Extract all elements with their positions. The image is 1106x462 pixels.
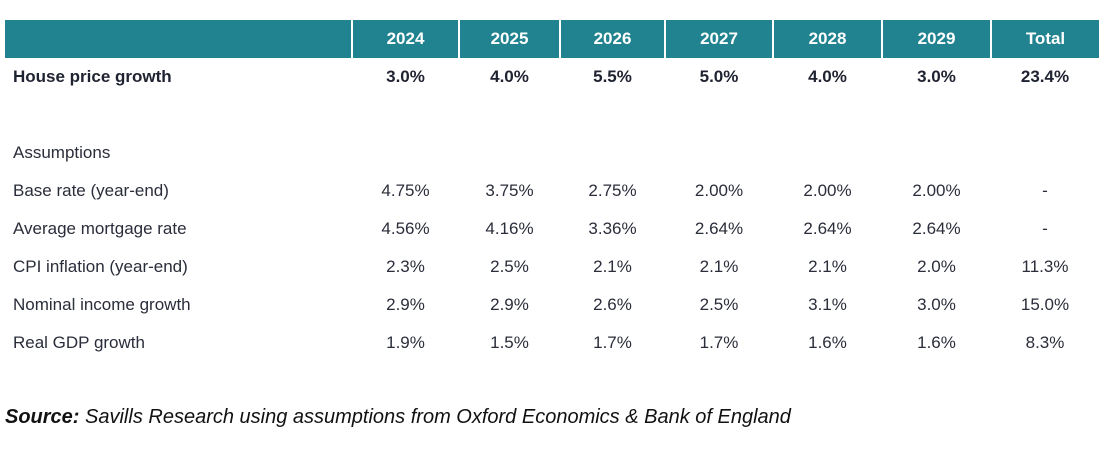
table-cell-total: -	[1042, 219, 1048, 238]
table-row: Real GDP growth 1.9% 1.5% 1.7% 1.7% 1.6%…	[5, 324, 1099, 362]
table-cell: 3.75%	[485, 181, 534, 200]
table-cell: 2.64%	[912, 219, 961, 238]
column-header-2029: 2029	[882, 20, 992, 58]
spacer-row	[5, 96, 1099, 134]
headline-row: House price growth 3.0% 4.0% 5.5% 5.0% 4…	[5, 58, 1099, 96]
source-note: Source: Savills Research using assumptio…	[5, 406, 791, 429]
table-cell: 2.9%	[386, 295, 425, 314]
column-header-2024: 2024	[352, 20, 460, 58]
table-cell: 4.56%	[381, 219, 430, 238]
table-cell: 2.1%	[808, 257, 847, 276]
section-label: Assumptions	[13, 143, 111, 162]
table-row: Average mortgage rate 4.56% 4.16% 3.36% …	[5, 210, 1099, 248]
table-cell: 3.1%	[808, 295, 847, 314]
section-empty-cell	[352, 134, 1099, 172]
column-header-label	[5, 20, 353, 58]
row-label: Nominal income growth	[13, 295, 191, 314]
row-label: Real GDP growth	[13, 333, 145, 352]
forecast-table: 2024 2025 2026 2027 2028 2029 Total Hous…	[5, 20, 1099, 362]
table-cell-total: 11.3%	[1021, 257, 1069, 276]
source-lead: Source:	[5, 406, 80, 428]
table-cell: 2.75%	[588, 181, 637, 200]
table-cell: 4.75%	[381, 181, 430, 200]
table-cell-total: 8.3%	[1025, 333, 1065, 352]
column-header-2026: 2026	[560, 20, 666, 58]
table-header-row: 2024 2025 2026 2027 2028 2029 Total	[5, 20, 1099, 58]
row-label: House price growth	[13, 67, 172, 86]
table-cell: 3.0%	[917, 67, 956, 86]
table-row: Base rate (year-end) 4.75% 3.75% 2.75% 2…	[5, 172, 1099, 210]
section-label-row: Assumptions	[5, 134, 1099, 172]
row-label: Base rate (year-end)	[13, 181, 169, 200]
table-cell: 2.6%	[593, 295, 632, 314]
table-cell: 3.0%	[386, 67, 425, 86]
table-cell-total: -	[1042, 181, 1048, 200]
table-cell: 1.5%	[490, 333, 529, 352]
table-cell: 4.16%	[485, 219, 534, 238]
table-cell: 2.1%	[699, 257, 739, 276]
table-row: CPI inflation (year-end) 2.3% 2.5% 2.1% …	[5, 248, 1099, 286]
row-label: Average mortgage rate	[13, 219, 187, 238]
table-cell: 1.6%	[917, 333, 956, 352]
table-cell: 2.1%	[593, 257, 632, 276]
table-cell-total: 23.4%	[1020, 67, 1070, 86]
column-header-total: Total	[991, 20, 1099, 58]
table-cell: 4.0%	[490, 67, 529, 86]
column-header-2025: 2025	[459, 20, 561, 58]
column-header-2028: 2028	[773, 20, 883, 58]
table-cell: 2.5%	[699, 295, 739, 314]
forecast-table-container: 2024 2025 2026 2027 2028 2029 Total Hous…	[5, 20, 1099, 362]
table-cell: 1.6%	[808, 333, 847, 352]
table-cell: 3.0%	[917, 295, 956, 314]
table-cell: 2.3%	[386, 257, 425, 276]
table-cell: 4.0%	[808, 67, 847, 86]
table-cell: 2.00%	[912, 181, 961, 200]
table-cell: 2.9%	[490, 295, 529, 314]
row-label: CPI inflation (year-end)	[13, 257, 188, 276]
table-cell: 2.00%	[803, 181, 852, 200]
table-cell: 1.7%	[593, 333, 632, 352]
table-cell: 1.9%	[386, 333, 425, 352]
table-cell: 3.36%	[588, 219, 637, 238]
spacer-cell	[5, 96, 1099, 134]
source-text: Savills Research using assumptions from …	[79, 406, 791, 428]
table-cell: 2.0%	[917, 257, 956, 276]
table-cell-total: 15.0%	[1020, 295, 1070, 314]
table-row: Nominal income growth 2.9% 2.9% 2.6% 2.5…	[5, 286, 1099, 324]
table-cell: 5.0%	[699, 67, 739, 86]
column-header-2027: 2027	[665, 20, 774, 58]
table-cell: 1.7%	[699, 333, 739, 352]
table-cell: 2.64%	[803, 219, 852, 238]
table-cell: 5.5%	[593, 67, 632, 86]
table-cell: 2.64%	[694, 219, 744, 238]
table-cell: 2.5%	[490, 257, 529, 276]
table-cell: 2.00%	[694, 181, 744, 200]
